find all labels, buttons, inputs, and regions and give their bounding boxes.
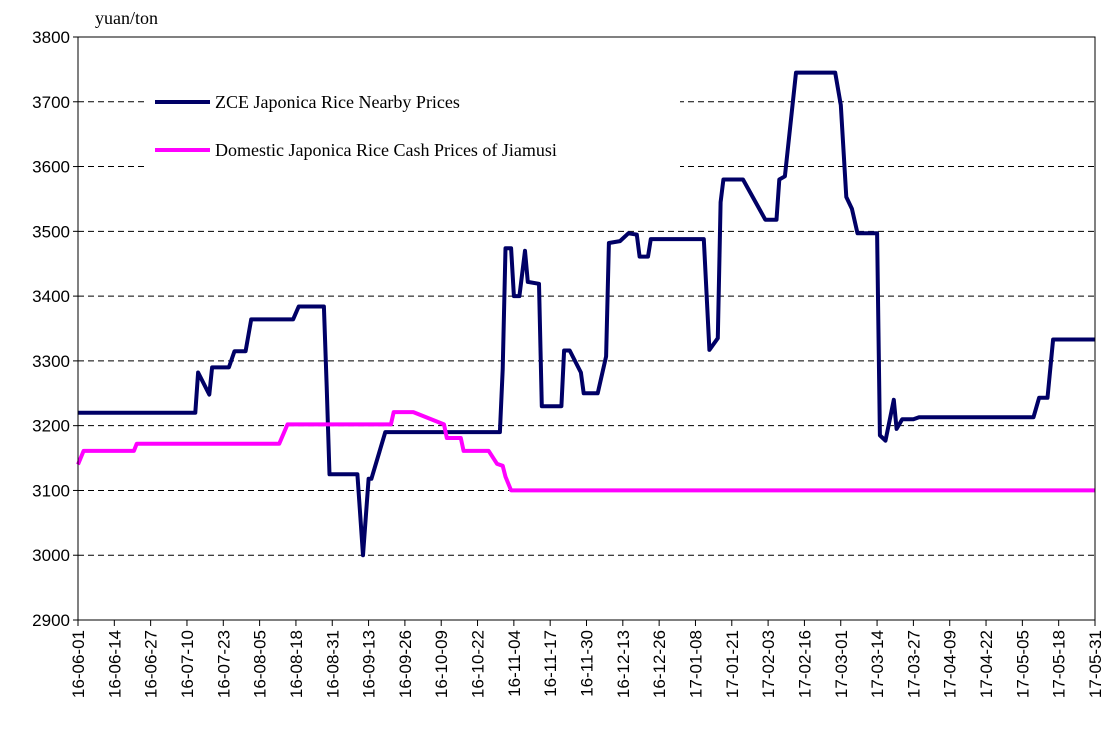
line-series	[76, 410, 1095, 493]
plot-frame	[77, 36, 1096, 621]
x-tick-label: 17-05-05	[1013, 630, 1032, 698]
y-tick-label: 3600	[32, 158, 70, 177]
x-tick-label: 16-09-26	[396, 630, 415, 698]
x-tick-label: 16-10-09	[432, 630, 451, 698]
x-tick-label: 16-06-01	[69, 630, 88, 698]
x-tick-label: 16-06-14	[105, 630, 124, 698]
x-tick-label: 17-01-08	[686, 630, 705, 698]
y-tick-label: 3000	[32, 546, 70, 565]
x-tick-label: 16-10-22	[469, 630, 488, 698]
legend-label: ZCE Japonica Rice Nearby Prices	[215, 92, 460, 112]
x-tick-label: 17-02-16	[795, 630, 814, 698]
y-tick-label: 3500	[32, 222, 70, 241]
x-tick-label: 17-05-31	[1086, 630, 1105, 698]
x-tick-label: 17-02-03	[759, 630, 778, 698]
y-tick-label: 3800	[32, 28, 70, 47]
y-tick-label: 3400	[32, 287, 70, 306]
x-tick-label: 16-12-26	[650, 630, 669, 698]
x-tick-label: 16-09-13	[360, 630, 379, 698]
x-tick-label: 16-11-30	[578, 630, 597, 697]
x-tick-label: 16-08-31	[323, 630, 342, 698]
x-tick-label: 16-06-27	[142, 630, 161, 698]
x-tick-label: 17-03-14	[868, 630, 887, 698]
y-tick-label: 3700	[32, 93, 70, 112]
x-tick-label: 16-11-04	[505, 630, 524, 697]
x-tick-label: 17-04-09	[941, 630, 960, 698]
x-tick-label: 17-03-27	[904, 630, 923, 698]
x-tick-label: 16-12-13	[614, 630, 633, 698]
legend-box	[145, 82, 680, 178]
y-tick-label: 3300	[32, 352, 70, 371]
y-tick-label: 3200	[32, 417, 70, 436]
x-tick-label: 16-07-10	[178, 630, 197, 698]
x-tick-label: 17-03-01	[832, 630, 851, 698]
y-tick-label: 3100	[32, 481, 70, 500]
x-tick-label: 17-01-21	[723, 630, 742, 698]
x-tick-label: 16-07-23	[214, 630, 233, 698]
x-tick-label: 16-11-17	[541, 630, 560, 697]
x-tick-label: 17-05-18	[1050, 630, 1069, 698]
x-tick-label: 16-08-05	[251, 630, 270, 698]
line-series	[78, 70, 1095, 558]
x-tick-label: 17-04-22	[977, 630, 996, 698]
legend-label: Domestic Japonica Rice Cash Prices of Ji…	[215, 140, 557, 160]
y-tick-label: 2900	[32, 611, 70, 630]
y-axis-label: yuan/ton	[95, 8, 158, 28]
x-tick-label: 16-08-18	[287, 630, 306, 698]
